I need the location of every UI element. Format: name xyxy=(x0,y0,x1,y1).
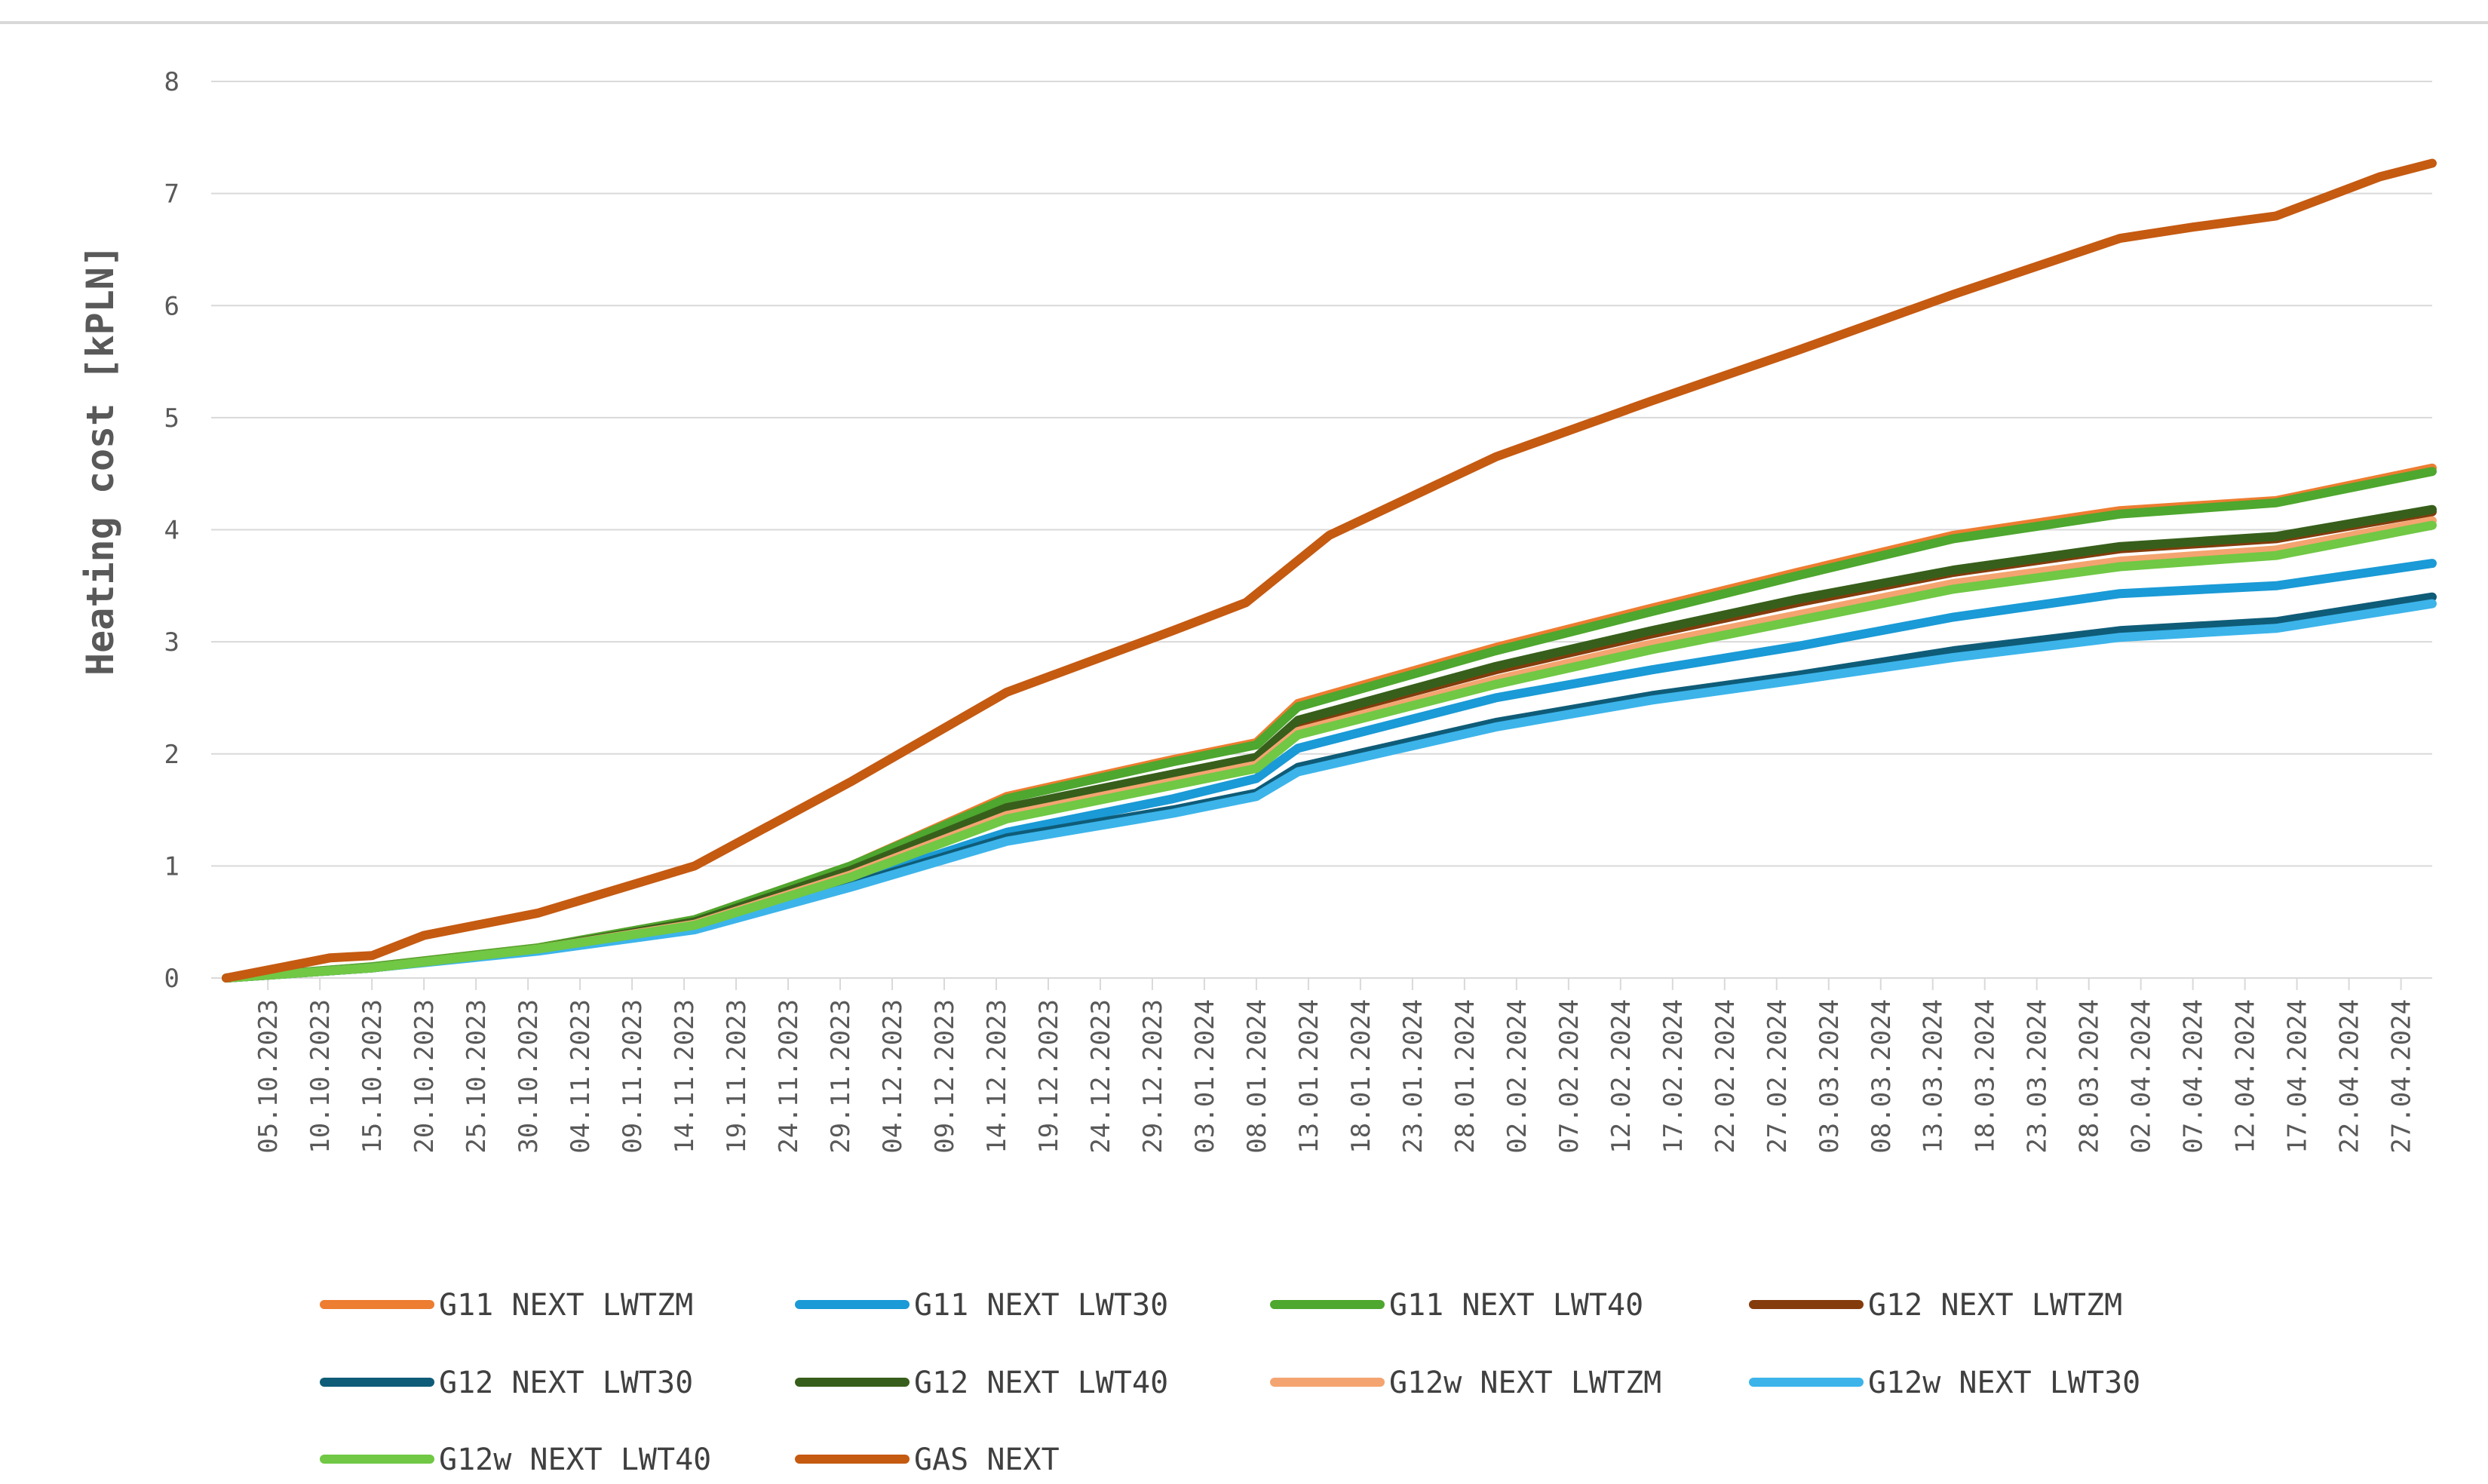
y-tick-label: 2 xyxy=(164,740,179,770)
x-tick-label: 07.02.2024 xyxy=(1554,999,1585,1154)
x-tick-label: 25.10.2023 xyxy=(462,999,492,1154)
x-tick-label: 14.12.2023 xyxy=(982,999,1012,1154)
y-tick-label: 3 xyxy=(164,627,179,658)
x-tick-label: 04.11.2023 xyxy=(566,999,596,1154)
x-tick-label: 29.11.2023 xyxy=(826,999,856,1154)
x-tick-label: 07.04.2024 xyxy=(2179,999,2209,1154)
y-tick-label: 5 xyxy=(164,403,179,434)
legend: G11 NEXT LWTZM G11 NEXT LWT30 G11 NEXT LWT… xyxy=(320,1288,2140,1477)
legend-label: GAS NEXT xyxy=(914,1443,1060,1477)
y-tick-label: 6 xyxy=(164,291,179,321)
x-tick-label: 19.12.2023 xyxy=(1034,999,1064,1154)
y-tick-label: 0 xyxy=(164,964,179,994)
x-tick-label: 17.02.2024 xyxy=(1658,999,1689,1154)
x-tick-label: 15.10.2023 xyxy=(357,999,388,1154)
x-axis-ticks: 05.10.2023 10.10.2023 15.10.2023 20.10.2023… xyxy=(253,978,2417,1154)
x-tick-label: 24.12.2023 xyxy=(1086,999,1116,1154)
x-tick-label: 13.01.2024 xyxy=(1294,999,1324,1154)
x-tick-label: 04.12.2023 xyxy=(878,999,908,1154)
legend-label: G12w NEXT LWT40 xyxy=(439,1443,711,1477)
legend-label: G12 NEXT LWT30 xyxy=(439,1366,693,1400)
legend-label: G12 NEXT LWT40 xyxy=(914,1366,1168,1400)
gridlines xyxy=(211,81,2432,979)
x-tick-label: 03.01.2024 xyxy=(1190,999,1220,1154)
series-line-7 xyxy=(222,599,2437,983)
y-tick-label: 4 xyxy=(164,516,179,546)
legend-label: G11 NEXT LWT40 xyxy=(1389,1288,1643,1323)
series-line-9 xyxy=(222,158,2437,983)
x-tick-label: 12.04.2024 xyxy=(2231,999,2261,1154)
x-tick-label: 03.03.2024 xyxy=(1815,999,1845,1154)
x-tick-label: 09.12.2023 xyxy=(930,999,960,1154)
x-tick-label: 28.03.2024 xyxy=(2075,999,2105,1154)
x-tick-label: 22.02.2024 xyxy=(1710,999,1741,1154)
x-tick-label: 19.11.2023 xyxy=(722,999,752,1154)
y-tick-label: 7 xyxy=(164,179,179,210)
series-line-1 xyxy=(222,559,2437,983)
x-tick-label: 29.12.2023 xyxy=(1138,999,1168,1154)
x-tick-label: 30.10.2023 xyxy=(514,999,544,1154)
x-tick-label: 24.11.2023 xyxy=(774,999,804,1154)
y-axis-title: Heating cost [kPLN] xyxy=(78,244,122,676)
x-tick-label: 27.04.2024 xyxy=(2387,999,2417,1154)
x-tick-label: 18.03.2024 xyxy=(1971,999,2001,1154)
x-tick-label: 08.01.2024 xyxy=(1242,999,1272,1154)
x-tick-label: 20.10.2023 xyxy=(410,999,440,1154)
legend-label: G12 NEXT LWTZM xyxy=(1868,1288,2122,1323)
y-tick-label: 8 xyxy=(164,67,179,97)
legend-label: G11 NEXT LWT30 xyxy=(914,1288,1168,1323)
x-tick-label: 02.02.2024 xyxy=(1502,999,1532,1154)
x-tick-label: 02.04.2024 xyxy=(2127,999,2157,1154)
y-tick-label: 1 xyxy=(164,851,179,882)
x-tick-label: 14.11.2023 xyxy=(670,999,700,1154)
x-tick-label: 09.11.2023 xyxy=(618,999,648,1154)
x-tick-label: 17.04.2024 xyxy=(2283,999,2313,1154)
x-tick-label: 27.02.2024 xyxy=(1762,999,1793,1154)
x-tick-label: 23.03.2024 xyxy=(2023,999,2053,1154)
x-tick-label: 10.10.2023 xyxy=(305,999,336,1154)
x-tick-label: 05.10.2023 xyxy=(253,999,284,1154)
y-axis-ticks: 0 1 2 3 4 5 6 7 8 xyxy=(164,67,179,994)
x-tick-label: 13.03.2024 xyxy=(1919,999,1949,1154)
x-tick-label: 08.03.2024 xyxy=(1867,999,1897,1154)
legend-label: G11 NEXT LWTZM xyxy=(439,1288,693,1323)
x-tick-label: 12.02.2024 xyxy=(1606,999,1637,1154)
series-line-8 xyxy=(222,520,2437,983)
series-lines xyxy=(222,158,2437,983)
x-tick-label: 22.04.2024 xyxy=(2335,999,2365,1154)
series-line-4 xyxy=(222,592,2437,983)
legend-label: G12w NEXT LWT30 xyxy=(1868,1366,2140,1400)
legend-label: G12w NEXT LWTZM xyxy=(1389,1366,1661,1400)
x-tick-label: 23.01.2024 xyxy=(1398,999,1428,1154)
x-tick-label: 28.01.2024 xyxy=(1450,999,1480,1154)
x-tick-label: 18.01.2024 xyxy=(1346,999,1376,1154)
